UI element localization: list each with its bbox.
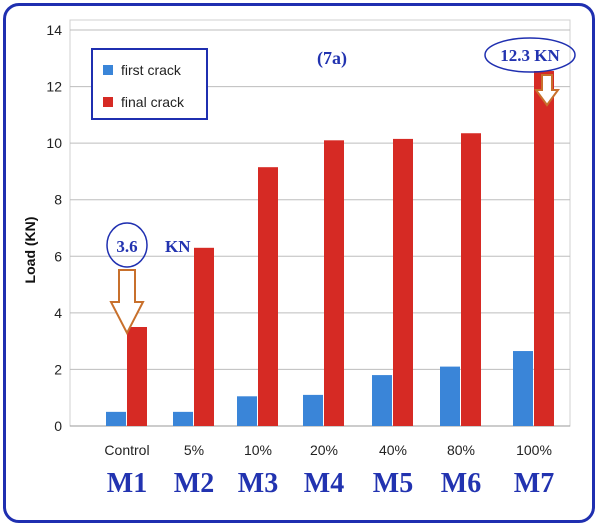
legend-item-final-crack: final crack	[103, 94, 184, 110]
y-tick-label: 14	[46, 22, 62, 38]
panel-label: (7a)	[317, 48, 347, 69]
bar-final-crack-0	[127, 327, 147, 426]
bars	[106, 71, 554, 427]
min-unit-label: KN	[165, 237, 191, 256]
y-tick-label: 0	[54, 418, 62, 434]
mix-label: M2	[173, 468, 215, 499]
x-tick-labels: Control 5% 10% 20% 40% 80% 100%	[104, 442, 551, 458]
max-arrow-icon	[534, 74, 560, 107]
y-tick-labels: 0 2 4 6 8 10 12 14	[46, 22, 62, 434]
x-tick-label: 40%	[379, 442, 407, 458]
legend-item-first-crack: first crack	[103, 62, 181, 78]
mix-label: M7	[513, 468, 555, 499]
x-tick-label: 10%	[244, 442, 272, 458]
bar-final-crack-2	[258, 167, 278, 426]
legend-swatch-first-crack	[103, 65, 113, 75]
bar-first-crack-0	[106, 411, 126, 426]
y-axis-label: Load (KN)	[22, 217, 38, 284]
legend-label-first-crack: first crack	[121, 62, 181, 78]
x-tick-label: Control	[104, 442, 149, 458]
legend: first crack final crack	[91, 48, 208, 120]
legend-label-final-crack: final crack	[121, 94, 185, 110]
x-tick-label: 100%	[516, 442, 552, 458]
y-tick-label: 6	[54, 248, 62, 264]
y-tick-label: 2	[54, 361, 62, 377]
mix-label: M6	[440, 468, 482, 499]
bar-first-crack-2	[237, 396, 257, 426]
bar-final-crack-6	[534, 71, 554, 426]
min-arrow-icon	[109, 269, 145, 336]
bar-first-crack-6	[513, 351, 533, 426]
bar-final-crack-3	[324, 140, 344, 427]
min-value-label: 3.6	[116, 237, 137, 256]
max-value-label: 12.3 KN	[500, 46, 560, 65]
legend-swatch-final-crack	[103, 97, 113, 107]
bar-first-crack-5	[440, 366, 460, 426]
y-tick-label: 4	[54, 305, 62, 321]
bar-first-crack-3	[303, 394, 323, 426]
bar-first-crack-1	[173, 411, 193, 426]
mix-label: M1	[106, 468, 148, 499]
bar-final-crack-4	[393, 138, 413, 426]
max-value-circle	[484, 37, 576, 73]
figure-frame	[3, 3, 595, 523]
x-tick-label: 20%	[310, 442, 338, 458]
y-tick-label: 12	[46, 79, 62, 95]
bar-final-crack-5	[461, 133, 481, 426]
y-tick-label: 8	[54, 192, 62, 208]
bar-final-crack-1	[194, 247, 214, 426]
y-tick-label: 10	[46, 135, 62, 151]
bar-first-crack-4	[372, 375, 392, 426]
min-value-circle	[106, 222, 148, 268]
x-tick-label: 80%	[447, 442, 475, 458]
mix-label: M3	[237, 468, 279, 499]
mix-label: M5	[372, 468, 414, 499]
mix-label: M4	[303, 468, 345, 499]
x-tick-label: 5%	[184, 442, 204, 458]
